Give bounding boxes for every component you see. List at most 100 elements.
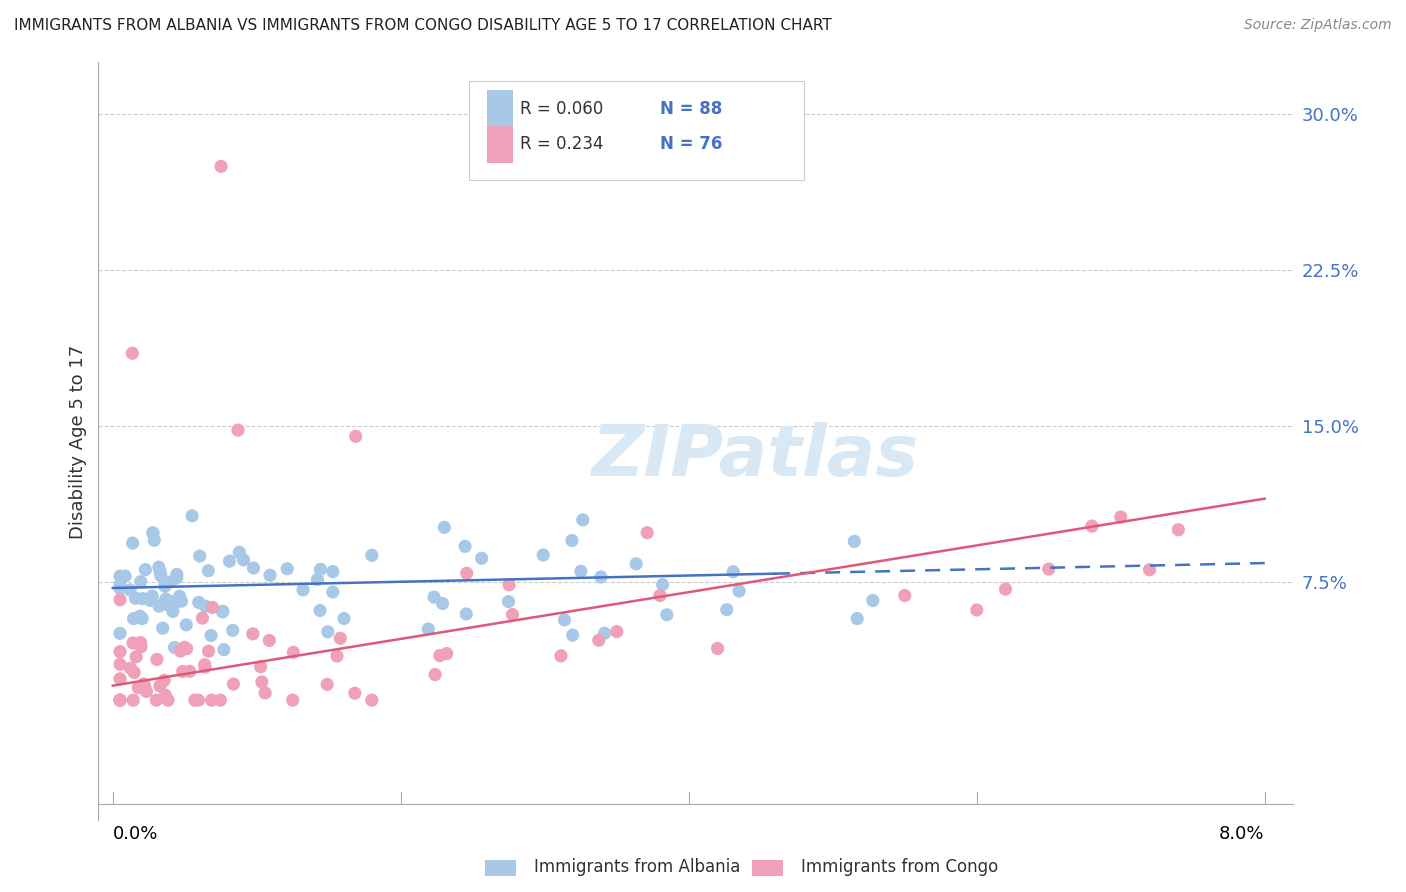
Point: [893, 589, 915, 603]
Point: [118, 582, 141, 597]
Point: [176, 641, 198, 656]
Point: [148, 560, 170, 574]
Point: [108, 657, 131, 672]
Point: [276, 562, 298, 576]
Point: [128, 609, 150, 624]
Point: [152, 621, 174, 635]
Point: [228, 545, 250, 559]
Point: [149, 565, 172, 579]
Point: [131, 591, 153, 606]
Point: [322, 565, 344, 579]
Point: [250, 675, 273, 690]
Point: [108, 578, 131, 592]
Point: [226, 423, 249, 437]
Point: [155, 592, 177, 607]
Point: [1109, 510, 1132, 524]
FancyBboxPatch shape: [486, 126, 513, 162]
Point: [191, 611, 214, 625]
Point: [149, 679, 172, 693]
Point: [862, 593, 884, 607]
Point: [322, 585, 344, 599]
Point: [211, 604, 233, 618]
Text: IMMIGRANTS FROM ALBANIA VS IMMIGRANTS FROM CONGO DISABILITY AGE 5 TO 17 CORRELAT: IMMIGRANTS FROM ALBANIA VS IMMIGRANTS FR…: [14, 18, 832, 33]
Text: ZIPatlas: ZIPatlas: [592, 422, 920, 491]
Point: [232, 553, 254, 567]
Point: [122, 665, 145, 680]
Point: [134, 679, 156, 693]
Point: [181, 508, 204, 523]
Point: [706, 641, 728, 656]
Point: [222, 677, 245, 691]
Point: [259, 633, 281, 648]
Point: [571, 513, 593, 527]
Point: [222, 624, 245, 638]
Point: [283, 645, 305, 659]
Point: [108, 626, 131, 640]
Point: [146, 652, 169, 666]
Point: [121, 346, 143, 360]
Point: [200, 628, 222, 642]
Point: [1038, 562, 1060, 576]
Point: [162, 599, 184, 613]
Point: [160, 574, 183, 589]
Point: [108, 672, 131, 686]
Point: [249, 659, 271, 673]
Point: [156, 598, 179, 612]
Point: [209, 159, 232, 173]
Point: [212, 642, 235, 657]
Point: [108, 582, 131, 596]
Point: [454, 539, 477, 553]
Point: [170, 594, 193, 608]
Point: [122, 612, 145, 626]
Point: [157, 594, 180, 608]
Point: [721, 565, 744, 579]
Point: [127, 681, 149, 695]
Point: [108, 693, 131, 707]
Point: [108, 645, 131, 659]
Point: [129, 574, 152, 589]
FancyBboxPatch shape: [470, 81, 804, 180]
Point: [173, 640, 195, 655]
Point: [218, 554, 240, 568]
Point: [994, 582, 1017, 596]
Point: [169, 644, 191, 658]
Point: [259, 568, 281, 582]
Point: [201, 693, 224, 707]
Point: [132, 677, 155, 691]
Point: [197, 564, 219, 578]
Point: [456, 607, 478, 621]
Point: [498, 594, 520, 608]
Point: [1081, 519, 1104, 533]
FancyBboxPatch shape: [486, 90, 513, 127]
Point: [108, 592, 131, 607]
Point: [166, 571, 188, 585]
Point: [174, 617, 197, 632]
Point: [129, 640, 152, 654]
Point: [141, 589, 163, 603]
Point: [588, 633, 610, 648]
Point: [120, 661, 142, 675]
Point: [108, 693, 131, 707]
Point: [569, 564, 592, 578]
Point: [122, 693, 145, 707]
Point: [561, 628, 583, 642]
Point: [326, 648, 349, 663]
Text: R = 0.234: R = 0.234: [520, 136, 603, 153]
Point: [131, 611, 153, 625]
Point: [648, 589, 671, 603]
Point: [1167, 523, 1189, 537]
Point: [134, 563, 156, 577]
Point: [197, 644, 219, 658]
Point: [169, 590, 191, 604]
Point: [201, 600, 224, 615]
Point: [550, 648, 572, 663]
Point: [651, 577, 673, 591]
Point: [433, 520, 456, 534]
Point: [589, 570, 612, 584]
Point: [316, 677, 339, 691]
Point: [655, 607, 678, 622]
Point: [432, 597, 454, 611]
Point: [456, 566, 478, 581]
Point: [108, 693, 131, 707]
Point: [211, 605, 233, 619]
